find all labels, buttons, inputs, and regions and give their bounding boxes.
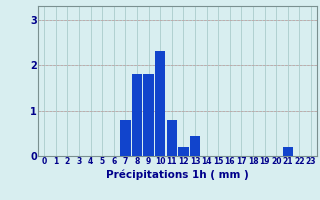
Bar bbox=[283, 147, 293, 156]
Bar bbox=[178, 147, 188, 156]
X-axis label: Précipitations 1h ( mm ): Précipitations 1h ( mm ) bbox=[106, 169, 249, 180]
Bar bbox=[155, 51, 165, 156]
Bar bbox=[120, 120, 131, 156]
Bar bbox=[167, 120, 177, 156]
Bar bbox=[190, 136, 200, 156]
Bar bbox=[143, 74, 154, 156]
Bar bbox=[132, 74, 142, 156]
